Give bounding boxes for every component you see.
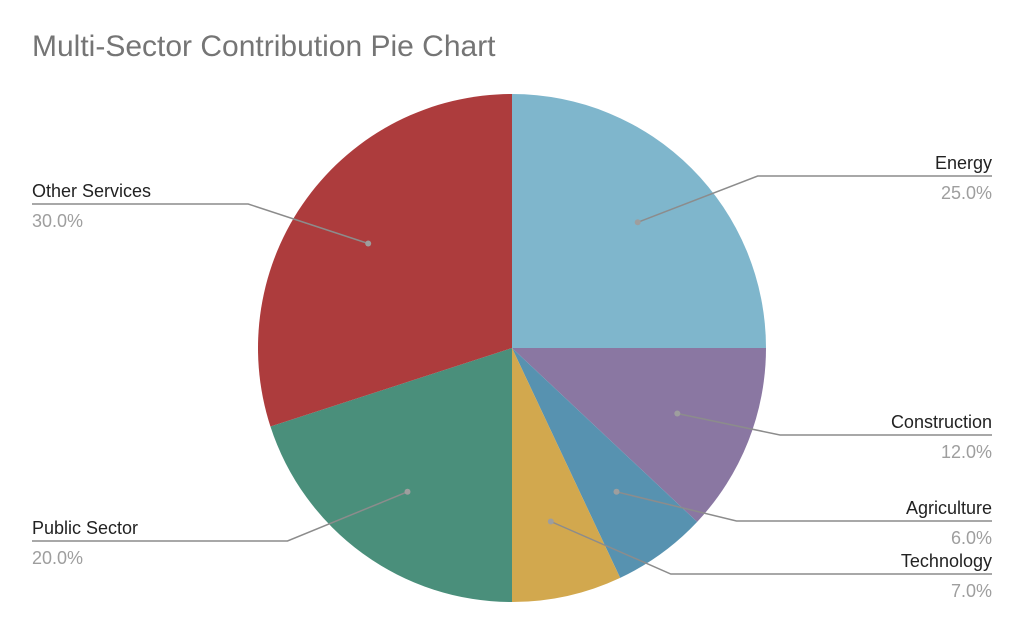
- slice-labels: Energy 25.0% Construction 12.0% Agriculture 6…: [32, 153, 992, 601]
- leader-line-other-services: [32, 203, 369, 245]
- slice-value-agriculture: 6.0%: [951, 528, 992, 548]
- leader-dot-agriculture: [613, 488, 620, 495]
- pie-slice-agriculture[interactable]: [512, 348, 698, 578]
- slice-value-energy: 25.0%: [941, 183, 992, 203]
- slice-value-technology: 7.0%: [951, 581, 992, 601]
- slice-value-other-services: 30.0%: [32, 211, 83, 231]
- slice-label-construction: Construction: [891, 412, 992, 432]
- leader-line-construction: [677, 412, 992, 436]
- pie-slice-technology[interactable]: [512, 348, 621, 602]
- slice-label-technology: Technology: [901, 551, 992, 571]
- slice-label-public-sector: Public Sector: [32, 518, 138, 538]
- pie-slices: [257, 94, 766, 602]
- leader-dot-public-sector: [404, 488, 411, 495]
- leader-line-agriculture: [616, 491, 992, 522]
- pie-slice-other-services[interactable]: [257, 94, 512, 427]
- slice-value-public-sector: 20.0%: [32, 548, 83, 568]
- slice-value-construction: 12.0%: [941, 442, 992, 462]
- slice-label-agriculture: Agriculture: [906, 498, 992, 518]
- slice-label-other-services: Other Services: [32, 181, 151, 201]
- leader-line-technology: [550, 520, 992, 575]
- pie-slice-public-sector[interactable]: [270, 348, 512, 602]
- slice-label-energy: Energy: [935, 153, 992, 173]
- leader-dot-other-services: [365, 240, 372, 247]
- leader-line-public-sector: [32, 491, 408, 542]
- leader-dot-construction: [674, 410, 681, 417]
- pie-slice-construction[interactable]: [512, 348, 766, 522]
- chart-title: Multi-Sector Contribution Pie Chart: [32, 30, 496, 63]
- leader-line-energy: [637, 175, 992, 223]
- leader-lines: [32, 175, 992, 575]
- leader-dot-energy: [634, 219, 641, 226]
- leader-dot-technology: [547, 518, 554, 525]
